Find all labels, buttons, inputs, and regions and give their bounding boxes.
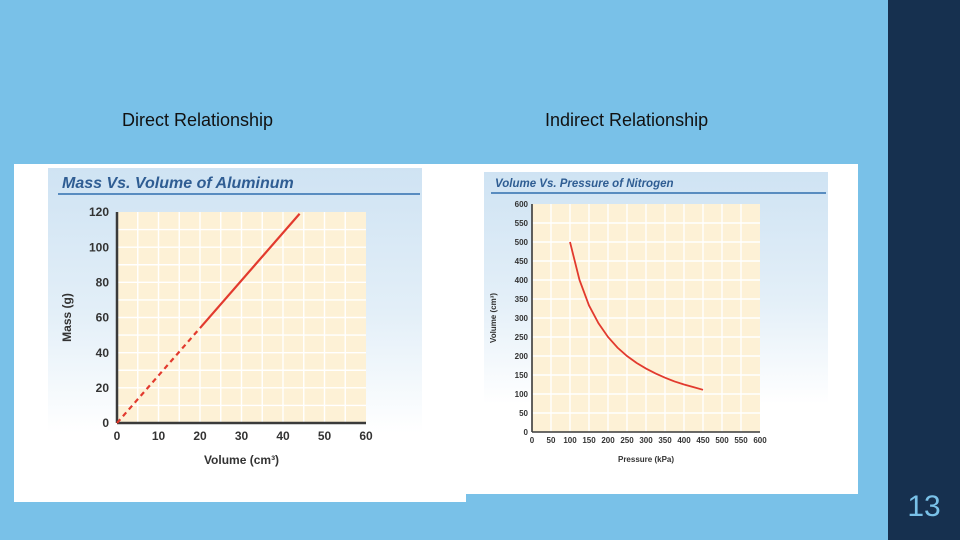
y-axis-label: Mass (g) [60, 293, 74, 342]
slide-number: 13 [907, 490, 941, 523]
x-tick-label: 0 [114, 429, 121, 443]
x-tick-label: 500 [715, 436, 729, 445]
x-tick-label: 100 [563, 436, 577, 445]
y-tick-label: 250 [515, 333, 529, 342]
x-tick-label: 150 [582, 436, 596, 445]
y-tick-label: 20 [96, 381, 110, 395]
chart-volume-vs-pressure: Volume Vs. Pressure of Nitrogen 0 50 100 15… [484, 172, 828, 464]
y-tick-label: 550 [515, 219, 529, 228]
x-tick-label: 400 [677, 436, 691, 445]
right-sidebar [888, 0, 960, 540]
y-tick-label: 450 [515, 257, 529, 266]
data-line-dashed-segment [116, 327, 201, 424]
y-tick-label: 400 [515, 276, 529, 285]
y-tick-label: 120 [89, 205, 109, 219]
chart-title: Mass Vs. Volume of Aluminum [62, 175, 294, 192]
y-tick-label: 100 [515, 390, 529, 399]
x-tick-label: 450 [696, 436, 710, 445]
x-tick-label: 50 [547, 436, 556, 445]
y-tick-label: 40 [96, 346, 110, 360]
y-tick-label: 300 [515, 314, 529, 323]
y-tick-label: 80 [96, 276, 110, 290]
x-axis-label: Pressure (kPa) [618, 455, 674, 464]
x-tick-label: 20 [193, 429, 207, 443]
y-tick-label: 150 [515, 371, 529, 380]
x-tick-label: 60 [359, 429, 373, 443]
y-axis-label: Volume (cm³) [489, 293, 498, 343]
x-axis-label: Volume (cm³) [204, 453, 279, 467]
x-tick-label: 40 [276, 429, 290, 443]
chart-panel-volume-pressure: Volume Vs. Pressure of Nitrogen 0 50 100 15… [466, 164, 858, 494]
y-tick-label: 350 [515, 295, 529, 304]
y-tick-label: 200 [515, 352, 529, 361]
x-tick-label: 350 [658, 436, 672, 445]
y-tick-label: 500 [515, 238, 529, 247]
chart-panel-mass-volume: Mass Vs. Volume of Aluminum 0 10 20 30 40 50 6… [14, 164, 466, 502]
data-line-curve [569, 241, 704, 391]
chart-mass-vs-volume: Mass Vs. Volume of Aluminum 0 10 20 30 40 50 6… [48, 168, 422, 467]
chart-title: Volume Vs. Pressure of Nitrogen [495, 178, 674, 190]
caption-indirect-relationship: Indirect Relationship [545, 110, 709, 130]
x-tick-label: 10 [152, 429, 166, 443]
y-tick-label: 600 [515, 200, 529, 209]
y-tick-label: 50 [519, 409, 528, 418]
y-tick-label: 0 [102, 416, 109, 430]
x-tick-label: 30 [235, 429, 249, 443]
y-tick-label: 0 [524, 428, 529, 437]
x-tick-label: 200 [601, 436, 615, 445]
x-tick-label: 0 [530, 436, 535, 445]
x-tick-label: 300 [639, 436, 653, 445]
y-tick-label: 100 [89, 240, 109, 254]
x-tick-label: 250 [620, 436, 634, 445]
data-line-solid-segment [199, 213, 301, 329]
x-tick-label: 550 [734, 436, 748, 445]
caption-direct-relationship: Direct Relationship [122, 110, 274, 130]
y-tick-label: 60 [96, 311, 110, 325]
x-tick-label: 600 [753, 436, 767, 445]
x-tick-label: 50 [318, 429, 332, 443]
